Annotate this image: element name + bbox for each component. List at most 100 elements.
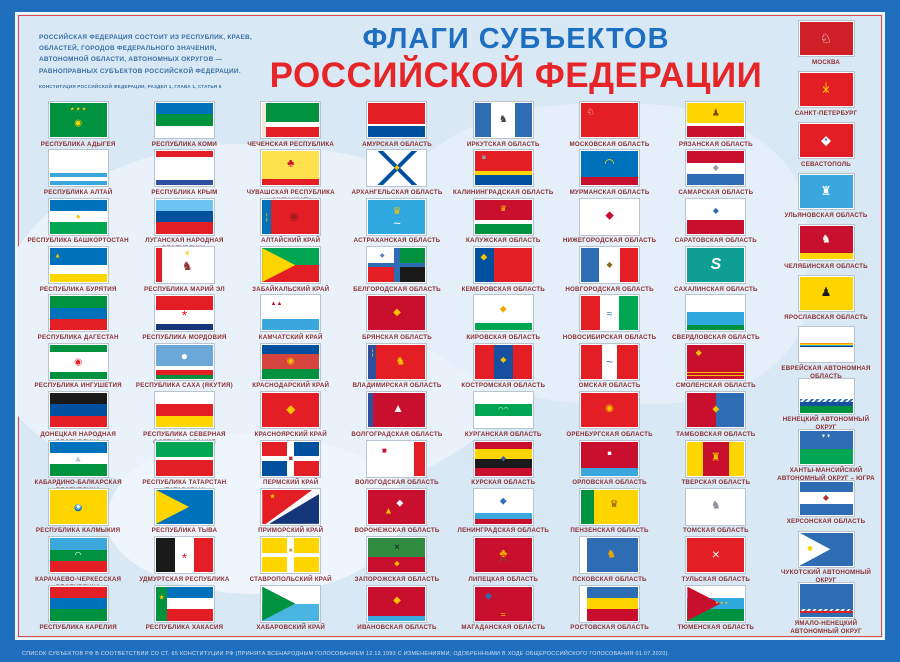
flag-label: ТАМБОВСКАЯ ОБЛАСТЬ: [676, 430, 756, 438]
flag-label: ВОЛГОГРАДСКАЯ ОБЛАСТЬ: [351, 430, 443, 438]
flag-emblem: ▼▼: [821, 433, 831, 440]
flag-image: ♛ ~: [367, 198, 427, 235]
flag-item: ♞ ИРКУТСКАЯ ОБЛАСТЬ: [450, 102, 556, 150]
flag-image: ◠◠: [473, 392, 533, 429]
flag-label: КРАСНОДАРСКИЙ КРАЙ: [252, 382, 330, 390]
flag-emblem: ×: [394, 541, 400, 553]
flag-image: [154, 392, 214, 429]
flag-item: ◆ КУРСКАЯ ОБЛАСТЬ: [450, 440, 556, 489]
flag-item: ◆ КОСТРОМСКАЯ ОБЛАСТЬ: [450, 343, 556, 392]
flag-emblem: ♜: [710, 451, 721, 464]
flag-emblem: ▲: [392, 401, 405, 416]
flag-image: ♞ ♛: [154, 247, 214, 284]
flag-emblem: ♛: [499, 204, 507, 214]
flag-item: ♞ ЧЕЛЯБИНСКАЯ ОБЛАСТЬ: [773, 225, 879, 276]
flag-image: ◠: [580, 150, 640, 187]
flag-item: ЕВРЕЙСКАЯ АВТОНОМНАЯ ОБЛАСТЬ: [773, 327, 879, 380]
flag-item: ♞ ¦ ВЛАДИМИРСКАЯ ОБЛАСТЬ: [344, 343, 450, 392]
right-column: ♘ МОСКВА × | САНКТ-ПЕТЕРБУРГ ◆ ▲ СЕВАСТОПОЛЬ ♜ УЛ…: [771, 14, 883, 638]
flag-emblem: ◠: [498, 557, 508, 569]
intro-text: РОССИЙСКАЯ ФЕДЕРАЦИЯ СОСТОИТ ИЗ РЕСПУБЛИ…: [39, 34, 253, 75]
flag-emblem: ♞: [395, 355, 406, 368]
flag-emblem: ◠◠: [498, 407, 509, 414]
flag-item: ◆ ▲ СЕВАСТОПОЛЬ: [773, 123, 879, 174]
flag-image: ▲: [48, 247, 108, 284]
flag-emblem: ▲: [383, 505, 393, 516]
flag-label: СВЕРДЛОВСКАЯ ОБЛАСТЬ: [671, 333, 760, 341]
flag-label: ТВЕРСКАЯ ОБЛАСТЬ: [681, 479, 751, 487]
flag-emblem: ×: [821, 81, 831, 99]
flag-label: ЗАБАЙКАЛЬСКИЙ КРАЙ: [252, 285, 330, 293]
flag-image: ●: [798, 531, 854, 567]
flag-emblem: ◆: [712, 403, 720, 414]
flag-image: ● ◉: [48, 488, 108, 525]
flag-image: [580, 585, 640, 622]
flag-label: ХАБАРОВСКИЙ КРАЙ: [256, 624, 326, 632]
flag-item: РЕСПУБЛИКА ТЫВА: [131, 488, 237, 537]
flag-emblem: ◉: [75, 503, 82, 511]
flag-item: ◆ ≈ МАГАДАНСКАЯ ОБЛАСТЬ: [450, 585, 556, 634]
flag-item: ♟ РЯЗАНСКАЯ ОБЛАСТЬ: [663, 102, 769, 150]
flag-label: ПЕРМСКИЙ КРАЙ: [262, 479, 319, 487]
flag-image: × ◆: [367, 537, 427, 574]
flag-item: ● ◉ РЕСПУБЛИКА КАЛМЫКИЯ: [25, 488, 131, 537]
flag-image: ≈: [580, 295, 640, 332]
flag-label: АРХАНГЕЛЬСКАЯ ОБЛАСТЬ: [351, 188, 443, 196]
flag-image: ♛: [580, 488, 640, 525]
flag-item: РЕСПУБЛИКА ТАТАРСТАН (ТАТАРСТАН): [131, 440, 237, 494]
flag-image: ◉ ¦: [261, 198, 321, 235]
flag-emblem: *: [181, 307, 188, 324]
flag-image: [686, 295, 746, 332]
flag-label: ЯМАЛО-НЕНЕЦКИЙ АВТОНОМНЫЙ ОКРУГ: [790, 620, 862, 636]
flag-item: ◆ БЕЛГОРОДСКАЯ ОБЛАСТЬ: [344, 247, 450, 295]
flag-emblem: ≈: [606, 308, 613, 320]
flag-item: ▼▼ ХАНТЫ-МАНСИЙСКИЙ АВТОНОМНЫЙ ОКРУГ – ЮГ…: [773, 429, 879, 483]
flag-label: ЧУКОТСКИЙ АВТОНОМНЫЙ ОКРУГ: [781, 569, 871, 585]
flag-label: РЕСПУБЛИКА МОРДОВИЯ: [142, 333, 227, 341]
flag-image: ◆: [686, 150, 746, 187]
flag-label: ВЛАДИМИРСКАЯ ОБЛАСТЬ: [352, 382, 442, 390]
flags-column: ♞ ИРКУТСКАЯ ОБЛАСТЬ ■ КАЛИНИНГРАДСКАЯ ОБЛАС…: [450, 102, 556, 634]
flag-emblem: ◆: [695, 347, 702, 357]
flag-image: ♛: [473, 198, 533, 235]
flag-item: ◆ ХЕРСОНСКАЯ ОБЛАСТЬ: [773, 480, 879, 532]
flag-emblem: ●: [806, 542, 814, 555]
flag-label: ВОРОНЕЖСКАЯ ОБЛАСТЬ: [354, 527, 440, 535]
flag-item: ♞ ТОМСКАЯ ОБЛАСТЬ: [663, 488, 769, 537]
flag-emblem: ◉: [605, 403, 614, 415]
flag-emblem: ◆: [394, 560, 400, 568]
flag-item: ★ ★ ★◉РЕСПУБЛИКА АДЫГЕЯ (АДЫГЕЯ): [25, 102, 131, 156]
flag-label: ЧЕЧЕНСКАЯ РЕСПУБЛИКА: [247, 140, 335, 148]
flag-image: ♟: [686, 102, 746, 138]
flag-label: ПЕНЗЕНСКАЯ ОБЛАСТЬ: [570, 527, 649, 535]
flag-item: ЧЕЧЕНСКАЯ РЕСПУБЛИКА: [238, 102, 344, 150]
flag-label: КАМЧАТСКИЙ КРАЙ: [258, 333, 323, 341]
flag-label: САРАТОВСКАЯ ОБЛАСТЬ: [674, 237, 757, 245]
flag-label: ХАНТЫ-МАНСИЙСКИЙ АВТОНОМНЫЙ ОКРУГ – ЮГРА: [777, 467, 875, 483]
flag-item: ДОНЕЦКАЯ НАРОДНАЯ РЕСПУБЛИКА: [25, 392, 131, 446]
flag-emblem: ♣: [287, 157, 295, 170]
flag-emblem: ♛: [392, 205, 402, 217]
flag-image: [154, 102, 214, 138]
flag-item: ◆ АРХАНГЕЛЬСКАЯ ОБЛАСТЬ: [344, 150, 450, 198]
flag-item: ◠◠ КУРГАНСКАЯ ОБЛАСТЬ: [450, 392, 556, 440]
flag-item: ■ ПЕРМСКИЙ КРАЙ: [238, 440, 344, 489]
flag-image: ■: [580, 440, 640, 477]
flag-label: ЗАПОРОЖСКАЯ ОБЛАСТЬ: [354, 575, 440, 583]
flag-label: ЛИПЕЦКАЯ ОБЛАСТЬ: [468, 575, 539, 583]
flag-label: НОВГОРОДСКАЯ ОБЛАСТЬ: [565, 285, 654, 293]
flag-image: *: [154, 537, 214, 574]
flag-item: ♛ ПЕНЗЕНСКАЯ ОБЛАСТЬ: [556, 488, 662, 537]
flag-emblem: ◆: [394, 164, 400, 172]
flag-label: РЕСПУБЛИКА ТЫВА: [151, 527, 218, 535]
flag-label: ТУЛЬСКАЯ ОБЛАСТЬ: [681, 575, 751, 583]
flag-emblem: ▲: [54, 252, 62, 260]
flag-label: МОСКВА: [811, 58, 841, 66]
flag-image: ★: [154, 585, 214, 622]
flag-label: МАГАДАНСКАЯ ОБЛАСТЬ: [461, 624, 546, 632]
flag-emblem: ♛: [184, 250, 190, 257]
flag-label: МУРМАНСКАЯ ОБЛАСТЬ: [569, 188, 650, 196]
flag-item: ◉ ОРЕНБУРГСКАЯ ОБЛАСТЬ: [556, 392, 662, 440]
flag-item: ♜ УЛЬЯНОВСКАЯ ОБЛАСТЬ: [773, 174, 879, 225]
flag-item: ◆ ЛЕНИНГРАДСКАЯ ОБЛАСТЬ: [450, 488, 556, 537]
